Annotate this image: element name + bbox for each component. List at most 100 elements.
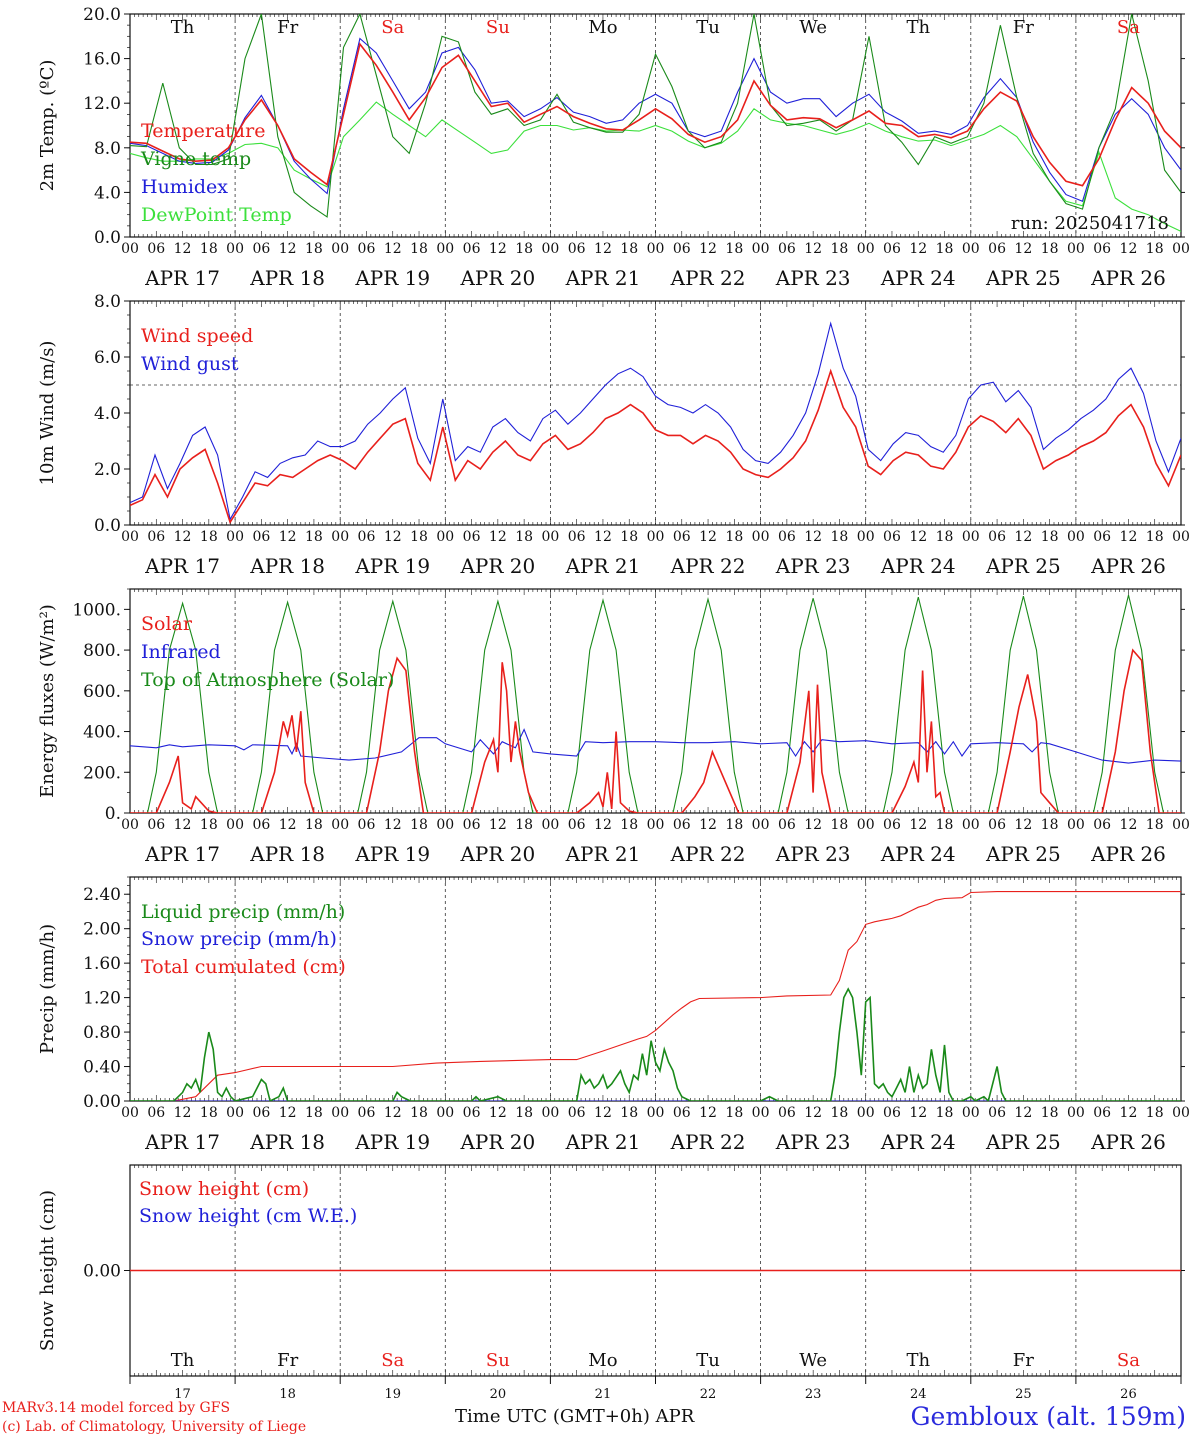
day-number-label: 23: [805, 1387, 822, 1402]
x-day-label: APR 21: [565, 266, 641, 290]
x-hour-label: 00: [647, 1105, 665, 1121]
x-day-label: APR 25: [985, 266, 1061, 290]
x-day-label: APR 21: [565, 1130, 641, 1154]
x-hour-label: 18: [1146, 529, 1164, 545]
x-hour-label: 18: [831, 817, 849, 833]
y-tick-label: 4.0: [94, 183, 121, 203]
x-day-label: APR 19: [354, 1130, 430, 1154]
x-hour-label: 06: [883, 529, 901, 545]
x-day-label: APR 25: [985, 554, 1061, 578]
x-hour-label: 12: [174, 529, 192, 545]
x-hour-label: 12: [804, 241, 822, 257]
x-hour-label: 12: [174, 1105, 192, 1121]
x-hour-label: 12: [1014, 817, 1032, 833]
x-hour-label: 12: [489, 529, 507, 545]
y-axis-label: Snow height (cm): [37, 1190, 58, 1351]
x-hour-label: 00: [226, 1105, 244, 1121]
x-axis-title: Time UTC (GMT+0h) APR: [455, 1406, 695, 1427]
x-hour-label: 06: [358, 241, 376, 257]
x-hour-label: 18: [410, 529, 428, 545]
x-hour-label: 00: [1067, 529, 1085, 545]
x-hour-label: 06: [1093, 529, 1111, 545]
x-day-label: APR 23: [775, 1130, 851, 1154]
x-hour-label: 12: [1014, 241, 1032, 257]
weekday-label-top: Fr: [277, 17, 298, 38]
x-day-label: APR 26: [1090, 1130, 1166, 1154]
x-hour-label: 12: [279, 241, 297, 257]
x-hour-label: 06: [568, 1105, 586, 1121]
x-hour-label: 12: [909, 529, 927, 545]
x-hour-label: 06: [147, 1105, 165, 1121]
x-day-label: APR 25: [985, 842, 1061, 866]
x-hour-label: 18: [620, 241, 638, 257]
legend-entry: Vigne temp: [140, 148, 251, 170]
x-day-label: APR 24: [880, 266, 956, 290]
credit-line-2: (c) Lab. of Climatology, University of L…: [2, 1419, 307, 1435]
x-hour-label: 00: [541, 241, 559, 257]
x-day-label: APR 25: [985, 1130, 1061, 1154]
x-hour-label: 18: [936, 1105, 954, 1121]
legend-entry: DewPoint Temp: [141, 204, 292, 226]
x-day-label: APR 21: [565, 842, 641, 866]
x-day-label: APR 19: [354, 842, 430, 866]
day-number-label: 21: [595, 1387, 612, 1402]
weekday-label-bottom: Mo: [588, 1350, 617, 1371]
legend-entry: Top of Atmosphere (Solar): [141, 669, 394, 691]
x-hour-label: 00: [1172, 817, 1190, 833]
day-number-label: 26: [1120, 1387, 1137, 1402]
x-day-label: APR 22: [670, 266, 746, 290]
x-hour-label: 06: [568, 529, 586, 545]
x-hour-label: 12: [279, 529, 297, 545]
x-hour-label: 18: [200, 817, 218, 833]
x-hour-label: 18: [200, 529, 218, 545]
x-hour-label: 06: [778, 1105, 796, 1121]
x-hour-label: 00: [1172, 529, 1190, 545]
y-tick-label: 0.00: [83, 1092, 121, 1112]
x-hour-label: 00: [857, 1105, 875, 1121]
x-hour-label: 12: [699, 241, 717, 257]
series-line-solar: [130, 648, 1181, 813]
x-day-label: APR 19: [354, 554, 430, 578]
y-tick-label: 2.40: [83, 885, 121, 905]
x-hour-label: 12: [1120, 529, 1138, 545]
x-day-label: APR 21: [565, 554, 641, 578]
x-day-label: APR 18: [249, 1130, 325, 1154]
x-hour-label: 12: [699, 529, 717, 545]
x-hour-label: 18: [410, 241, 428, 257]
y-tick-label: 2.0: [94, 460, 121, 480]
series-line-vigne-temp: [130, 14, 1181, 218]
x-hour-label: 06: [883, 817, 901, 833]
x-hour-label: 12: [174, 817, 192, 833]
series-line-wind-gust: [130, 321, 1181, 521]
weekday-label-bottom: Sa: [1117, 1350, 1140, 1371]
x-hour-label: 00: [436, 817, 454, 833]
legend-entry: Wind gust: [141, 353, 239, 375]
x-hour-label: 06: [1093, 241, 1111, 257]
x-hour-label: 06: [988, 529, 1006, 545]
y-axis-label: 10m Wind (m/s): [37, 341, 58, 486]
legend-entry: Wind speed: [141, 325, 253, 347]
day-number-label: 19: [384, 1387, 401, 1402]
x-hour-label: 18: [410, 817, 428, 833]
x-day-label: APR 23: [775, 266, 851, 290]
legend-entry: Total cumulated (cm): [141, 956, 346, 978]
x-hour-label: 18: [725, 1105, 743, 1121]
x-hour-label: 00: [226, 241, 244, 257]
x-hour-label: 18: [200, 241, 218, 257]
panel-precip: 0.00 0.40 0.80 1.20 1.60 2.00 2.40 Precip (mm/h…: [37, 876, 1190, 1154]
legend-entry: Snow height (cm W.E.): [139, 1205, 357, 1227]
x-day-label: APR 26: [1090, 554, 1166, 578]
y-axis-label: Precip (mm/h): [37, 924, 58, 1054]
day-number-label: 24: [910, 1387, 927, 1402]
x-hour-label: 18: [620, 817, 638, 833]
x-hour-label: 12: [804, 529, 822, 545]
x-hour-label: 00: [962, 1105, 980, 1121]
x-hour-label: 00: [1067, 817, 1085, 833]
series-line-infrared: [130, 728, 1181, 764]
x-hour-label: 12: [699, 817, 717, 833]
panel-snow: 0.00 Snow height (cm) Snow height (cm) Snow…: [37, 1164, 1185, 1377]
x-hour-label: 00: [752, 817, 770, 833]
x-hour-label: 06: [988, 817, 1006, 833]
x-day-label: APR 24: [880, 842, 956, 866]
y-tick-label: 1.60: [83, 954, 121, 974]
